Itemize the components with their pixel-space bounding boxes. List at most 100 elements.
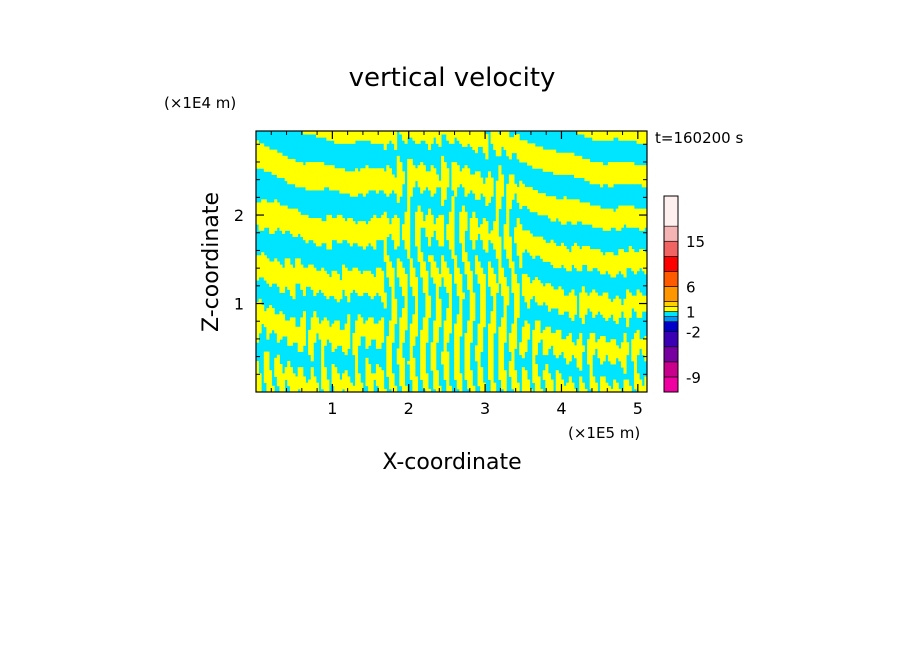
field-cell	[576, 258, 580, 262]
field-cell	[480, 183, 484, 188]
field-cell	[433, 131, 437, 135]
field-cell	[383, 190, 387, 194]
field-cell	[597, 345, 601, 349]
field-cell	[336, 323, 340, 328]
field-cell	[587, 245, 591, 250]
field-cell	[553, 295, 557, 300]
field-cell	[415, 140, 419, 144]
field-cell	[284, 267, 288, 272]
field-cell	[472, 239, 476, 244]
field-cell	[412, 177, 416, 182]
field-cell	[287, 280, 291, 284]
field-cell	[300, 267, 304, 272]
field-cell	[560, 298, 564, 303]
field-cell	[420, 174, 424, 179]
field-cell	[321, 326, 325, 331]
field-cell	[347, 277, 351, 281]
field-cell	[459, 214, 463, 219]
field-cell	[626, 252, 630, 256]
field-cell	[545, 155, 549, 160]
field-cell	[318, 323, 322, 328]
field-cell	[443, 323, 447, 328]
field-cell	[417, 134, 421, 138]
field-cell	[579, 305, 583, 309]
field-cell	[644, 165, 647, 169]
field-cell	[435, 314, 439, 318]
field-cell	[469, 143, 473, 147]
field-cell	[284, 270, 288, 275]
field-cell	[620, 270, 624, 275]
field-cell	[370, 140, 374, 144]
field-cell	[438, 239, 442, 244]
field-cell	[506, 152, 510, 157]
field-cell	[362, 224, 366, 228]
field-cell	[409, 345, 413, 349]
field-cell	[357, 280, 361, 284]
field-cell	[594, 345, 598, 349]
field-cell	[352, 280, 356, 284]
field-cell	[368, 292, 372, 297]
field-cell	[579, 311, 583, 315]
field-cell	[511, 261, 515, 266]
field-cell	[487, 264, 491, 269]
field-cell	[623, 273, 627, 278]
field-cell	[456, 134, 460, 138]
field-cell	[480, 345, 484, 349]
field-cell	[553, 249, 557, 253]
field-cell	[524, 236, 528, 241]
field-cell	[495, 140, 499, 144]
field-cell	[381, 214, 385, 219]
field-cell	[560, 292, 564, 297]
field-cell	[514, 236, 518, 241]
field-cell	[336, 295, 340, 300]
field-cell	[589, 292, 593, 297]
field-cell	[295, 227, 299, 231]
field-cell	[344, 137, 348, 141]
field-cell	[381, 224, 385, 228]
field-cell	[386, 233, 390, 238]
field-cell	[373, 236, 377, 241]
field-cell	[256, 277, 260, 281]
field-cell	[618, 308, 622, 312]
field-cell	[355, 137, 359, 141]
field-cell	[620, 214, 624, 219]
field-cell	[391, 267, 395, 272]
field-cell	[592, 298, 596, 303]
field-cell	[310, 227, 314, 231]
field-cell	[503, 323, 507, 328]
field-cell	[620, 345, 624, 349]
field-cell	[355, 270, 359, 275]
field-cell	[574, 245, 578, 250]
field-cell	[415, 177, 419, 182]
field-cell	[269, 152, 273, 157]
field-cell	[456, 317, 460, 321]
field-cell	[620, 174, 624, 179]
field-cell	[297, 183, 301, 188]
field-cell	[297, 171, 301, 175]
field-cell	[308, 273, 312, 278]
field-cell	[355, 224, 359, 228]
field-cell	[495, 286, 499, 290]
field-cell	[514, 134, 518, 138]
field-cell	[365, 239, 369, 244]
field-cell	[261, 143, 265, 147]
field-cell	[284, 227, 288, 231]
field-cell	[321, 283, 325, 287]
field-cell	[508, 137, 512, 141]
field-cell	[315, 273, 319, 278]
field-cell	[391, 236, 395, 241]
field-cell	[441, 218, 445, 222]
field-cell	[263, 224, 267, 228]
field-cell	[420, 177, 424, 182]
field-cell	[375, 277, 379, 281]
field-cell	[448, 137, 452, 141]
field-cell	[342, 224, 346, 228]
field-cell	[370, 329, 374, 334]
field-cell	[560, 255, 564, 259]
field-cell	[321, 332, 325, 337]
field-cell	[308, 280, 312, 284]
field-cell	[399, 277, 403, 281]
field-cell	[365, 289, 369, 293]
field-cell	[365, 277, 369, 281]
field-cell	[623, 311, 627, 315]
